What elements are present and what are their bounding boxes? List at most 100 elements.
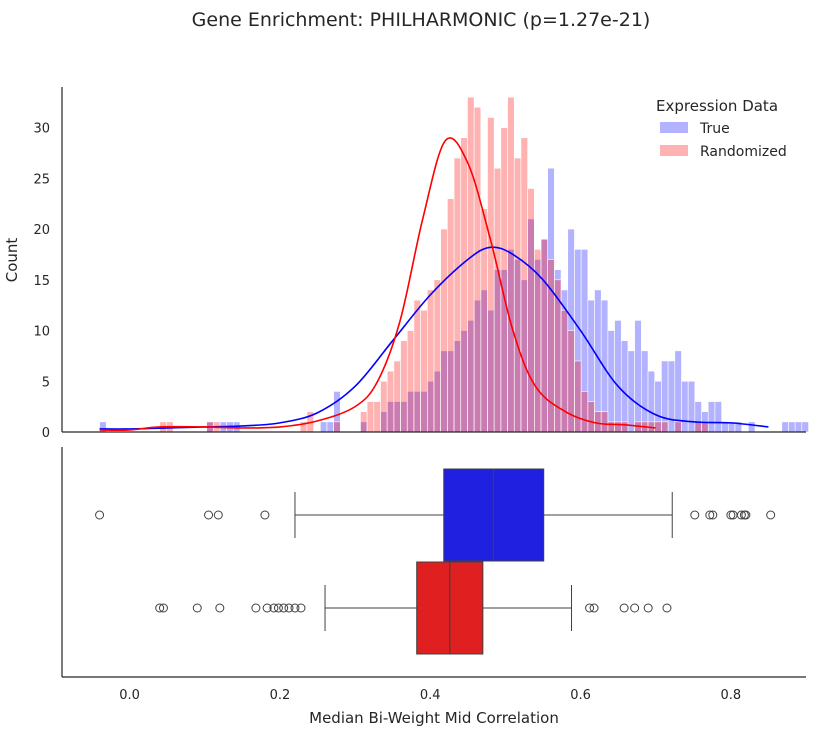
x-tick-label: 0.8: [721, 688, 742, 703]
hist-bar: [701, 421, 709, 433]
hist-bar: [406, 330, 415, 433]
legend-title: Expression Data: [656, 97, 778, 115]
hist-bar: [607, 421, 615, 433]
hist-bar: [748, 421, 756, 433]
hist-bar: [453, 157, 462, 433]
hist-bar: [413, 299, 421, 433]
legend: Expression Data True Randomized: [656, 97, 787, 160]
hist-series-true: [99, 167, 815, 433]
outlier-point: [251, 603, 261, 613]
outlier-point: [741, 510, 751, 520]
legend-swatch-randomized: [660, 145, 688, 156]
hist-bar: [681, 380, 689, 433]
outlier-point: [269, 603, 279, 613]
hist-bar: [574, 360, 582, 433]
outlier-point: [158, 603, 168, 613]
outlier-point: [155, 603, 165, 613]
hist-bar: [620, 340, 629, 433]
hist-bar: [707, 401, 716, 433]
x-tick-label: 0.6: [570, 688, 591, 703]
histogram-panel: 0 5 10 15 20 25 30: [33, 87, 815, 441]
y-tick-label: 5: [42, 375, 50, 390]
hist-bar: [366, 401, 375, 433]
hist-bar: [694, 421, 702, 433]
outlier-point: [630, 603, 640, 613]
hist-bar: [319, 421, 328, 433]
hist-bar: [674, 421, 682, 433]
hist-bar: [661, 421, 669, 433]
hist-bar: [627, 350, 635, 433]
outlier-point: [708, 510, 718, 520]
outlier-point: [213, 510, 223, 520]
hist-bar: [788, 421, 796, 433]
outlier-point: [260, 510, 270, 520]
outlier-point: [662, 603, 672, 613]
hist-bar: [473, 106, 482, 433]
hist-bar: [480, 208, 488, 433]
legend-label-true: True: [699, 121, 730, 137]
hist-bar: [433, 279, 441, 433]
hist-bar: [540, 238, 549, 433]
hist-bar: [641, 350, 649, 433]
x-tick-label: 0.0: [119, 688, 140, 703]
outlier-point: [192, 603, 202, 613]
hist-bar: [460, 137, 468, 433]
hist-bar: [714, 401, 722, 433]
hist-bar: [467, 96, 475, 433]
hist-bar: [440, 228, 448, 433]
hist-bar: [687, 380, 696, 433]
hist-series-randomized: [159, 96, 709, 433]
hist-bar: [580, 391, 589, 433]
hist-bar: [614, 421, 622, 433]
outlier-point: [262, 603, 272, 613]
hist-bar: [600, 411, 609, 433]
hist-bar: [654, 421, 662, 433]
hist-bar: [500, 127, 508, 433]
boxplot-randomized: [155, 561, 672, 655]
hist-bar: [493, 167, 502, 433]
hist-bar: [400, 340, 408, 433]
hist-bar: [587, 401, 595, 433]
hist-bar: [447, 198, 455, 433]
hist-bar: [487, 117, 495, 433]
outlier-point: [643, 603, 653, 613]
hist-bar: [386, 370, 395, 433]
hist-bar: [427, 289, 435, 433]
hist-bar: [801, 421, 809, 433]
outlier-point: [296, 603, 306, 613]
hist-bar: [527, 188, 535, 433]
hist-bar: [567, 330, 575, 433]
hist-bar: [380, 380, 388, 433]
outlier-point: [619, 603, 629, 613]
hist-bar: [373, 401, 381, 433]
legend-label-randomized: Randomized: [700, 144, 787, 160]
outlier-point: [589, 603, 599, 613]
outlier-point: [585, 603, 595, 613]
y-tick-label: 25: [33, 172, 50, 187]
outlier-point: [273, 603, 283, 613]
hist-bar: [794, 421, 803, 433]
outlier-point: [726, 510, 736, 520]
y-tick-label: 30: [33, 122, 50, 137]
hist-bar: [393, 360, 401, 433]
hist-bar: [420, 309, 428, 433]
hist-bar: [634, 320, 642, 433]
outlier-point: [290, 603, 300, 613]
outlier-point: [705, 510, 715, 520]
outlier-point: [204, 510, 214, 520]
boxplot-true: [95, 468, 776, 562]
outlier-point: [215, 603, 225, 613]
boxplot-panel: 0.0 0.2 0.4 0.6 0.8: [61, 447, 806, 703]
hist-bar: [667, 360, 676, 433]
hist-bar: [661, 360, 669, 433]
chart-title: Gene Enrichment: PHILHARMONIC (p=1.27e-2…: [192, 9, 651, 31]
hist-bar: [520, 137, 528, 433]
hist-bar: [507, 96, 515, 433]
hist-bar: [360, 411, 368, 433]
legend-swatch-true: [660, 122, 688, 133]
hist-bar: [513, 157, 522, 433]
x-tick-label: 0.4: [420, 688, 441, 703]
hist-bar: [547, 259, 555, 433]
outlier-point: [279, 603, 289, 613]
